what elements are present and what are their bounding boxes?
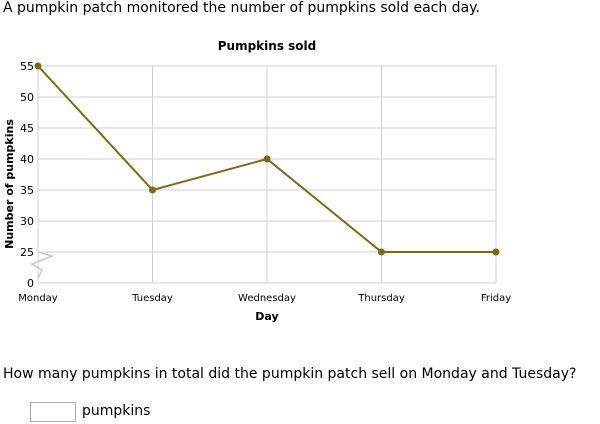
x-tick-label: Friday <box>481 293 511 304</box>
data-point <box>149 186 156 194</box>
line-chart: Pumpkins sold Day Number of pumpkins 0 25… <box>3 39 511 323</box>
x-tick-label: Tuesday <box>131 293 173 304</box>
y-tick-label: 40 <box>20 153 34 166</box>
answer-input[interactable] <box>30 402 76 422</box>
y-tick-label: 35 <box>20 184 34 197</box>
data-point <box>34 62 42 70</box>
chart-title: Pumpkins sold <box>218 39 316 53</box>
y-axis-label: Number of pumpkins <box>3 119 16 249</box>
y-tick-label: 25 <box>20 246 34 259</box>
data-point <box>263 155 271 163</box>
axis-break <box>30 251 55 279</box>
y-tick-label: 55 <box>20 60 34 73</box>
x-axis-label: Day <box>255 310 278 323</box>
y-tick-label: 30 <box>20 215 34 228</box>
data-point <box>492 248 500 256</box>
question-text: How many pumpkins in total did the pumpk… <box>3 366 577 382</box>
answer-unit: pumpkins <box>82 403 151 419</box>
x-tick-label: Monday <box>18 293 58 304</box>
x-tick-label: Thursday <box>357 293 405 304</box>
y-tick-label: 0 <box>27 277 34 290</box>
data-point <box>378 248 385 256</box>
y-tick-label: 45 <box>20 122 34 135</box>
y-tick-label: 50 <box>20 91 34 104</box>
question-intro: A pumpkin patch monitored the number of … <box>3 0 480 16</box>
x-tick-label: Wednesday <box>238 293 296 304</box>
